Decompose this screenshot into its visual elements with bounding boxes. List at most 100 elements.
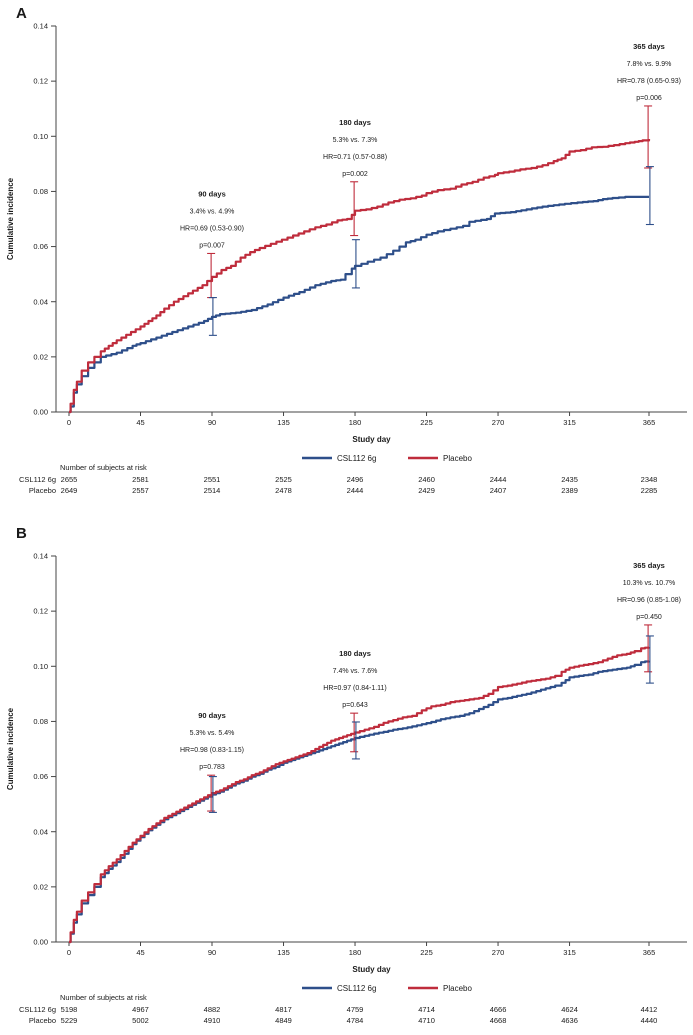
risk-value: 4967 [132,1005,149,1014]
error-bar-placebo-day-180 [350,181,359,237]
annotation-line: 180 days [339,118,371,127]
annotation-line: HR=0.96 (0.85-1.08) [617,597,681,604]
annotation-line: p=0.006 [636,95,662,102]
risk-value: 5229 [61,1016,78,1025]
risk-value: 2444 [490,475,507,484]
risk-value: 2429 [418,486,435,495]
panel-a: A 0.00 0.02 0.04 0.06 0.08 0.10 0.12 0.14 Cumulat… [6,5,687,495]
risk-value: 4624 [561,1005,578,1014]
x-tick-label: 135 [277,418,290,427]
annotation-line: HR=0.78 (0.65-0.93) [617,78,681,85]
y-tick-label: 0.02 [33,352,48,361]
x-tick-label: 180 [349,418,362,427]
risk-row-csl112-6g: CSL112 6g 2655 2581 2551 2525 2496 2460 2444 243… [19,475,657,484]
risk-value: 2435 [561,475,578,484]
risk-value: 4636 [561,1016,578,1025]
legend-label-csl112-6g: CSL112 6g [337,984,376,993]
risk-value: 2557 [132,486,149,495]
risk-value: 4710 [418,1016,435,1025]
panel-b-label: B [16,525,27,542]
risk-value: 2460 [418,475,435,484]
risk-value: 2348 [641,475,658,484]
x-tick-label: 225 [420,948,433,957]
series-curve-csl112-6g [69,195,649,414]
y-tick-label: 0.00 [33,938,48,947]
risk-value: 4668 [490,1016,507,1025]
y-tick-label: 0.04 [33,297,48,306]
risk-value: 4784 [347,1016,364,1025]
x-axis-title: Study day [352,435,391,444]
series-curve-placebo [69,139,651,414]
risk-table-title: Number of subjects at risk [60,463,147,472]
risk-row-placebo: Placebo 5229 5002 4910 4849 4784 4710 4668 4636 4… [29,1016,657,1025]
annotation-line: p=0.643 [342,702,368,709]
legend-label-placebo: Placebo [443,984,472,993]
risk-row-label: CSL112 6g [19,1005,56,1014]
y-tick-label: 0.10 [33,132,48,141]
risk-row-label: Placebo [29,1016,56,1025]
y-tick-label: 0.00 [33,408,48,417]
annotation-line: p=0.007 [199,242,225,249]
risk-value: 4882 [204,1005,221,1014]
x-axis-title: Study day [352,965,391,974]
error-bar-csl112-6g-day-180 [351,239,360,289]
risk-value: 2581 [132,475,149,484]
error-bar-csl112-6g-day-365 [645,635,654,684]
series-curve-placebo [69,646,651,944]
risk-value: 5002 [132,1016,149,1025]
risk-value: 2285 [641,486,658,495]
y-tick-label: 0.02 [33,882,48,891]
y-axis-title: Cumulative incidence [6,177,15,260]
annotation-line: 365 days [633,42,665,51]
y-tick-label: 0.08 [33,717,48,726]
risk-value: 2389 [561,486,578,495]
error-bar-placebo-day-365 [644,105,653,169]
y-tick-label: 0.10 [33,662,48,671]
annotation-line: 5.3% vs. 5.4% [190,730,235,737]
annotation-365-days: 365 days 7.8% vs. 9.9% HR=0.78 (0.65-0.93)… [617,42,681,102]
risk-row-label: Placebo [29,486,56,495]
x-tick-label: 0 [67,948,71,957]
risk-row-csl112-6g: CSL112 6g 5198 4967 4882 4817 4759 4714 4666 462… [19,1005,657,1014]
x-tick-label: 90 [208,948,216,957]
risk-value: 4440 [641,1016,658,1025]
annotation-line: p=0.450 [636,614,662,621]
annotation-line: 5.3% vs. 7.3% [333,137,378,144]
x-tick-label: 365 [643,948,656,957]
panel-a-label: A [16,5,27,22]
legend: CSL112 6g Placebo [302,454,472,463]
annotation-line: 90 days [198,189,226,198]
panel-a-chart: A 0.00 0.02 0.04 0.06 0.08 0.10 0.12 0.14 Cumulat… [6,5,687,495]
risk-value: 2407 [490,486,507,495]
annotation-line: 180 days [339,649,371,658]
legend: CSL112 6g Placebo [302,984,472,993]
x-tick-label: 90 [208,418,216,427]
annotation-line: 7.4% vs. 7.6% [333,668,378,675]
annotation-90-days: 90 days 3.4% vs. 4.9% HR=0.69 (0.53-0.90) p… [180,189,244,249]
risk-value: 4666 [490,1005,507,1014]
x-tick-label: 0 [67,418,71,427]
y-tick-label: 0.14 [33,22,48,31]
error-bar-csl112-6g-day-180 [351,721,360,760]
y-tick-label: 0.14 [33,552,48,561]
risk-value: 2496 [347,475,364,484]
error-bar-csl112-6g-day-90 [208,297,217,336]
error-bar-csl112-6g-day-365 [645,166,654,226]
error-bar-placebo-day-180 [350,712,359,753]
x-tick-label: 270 [492,418,505,427]
annotation-180-days: 180 days 5.3% vs. 7.3% HR=0.71 (0.57-0.88)… [323,118,387,178]
x-tick-label: 180 [349,948,362,957]
error-bar-placebo-day-90 [207,774,216,812]
x-tick-label: 45 [136,418,144,427]
annotation-line: HR=0.97 (0.84-1.11) [323,685,387,692]
annotation-line: p=0.783 [199,764,225,771]
x-tick-label: 45 [136,948,144,957]
error-bar-placebo-day-90 [207,252,216,299]
error-bar-csl112-6g-day-90 [208,776,217,813]
risk-row-label: CSL112 6g [19,475,56,484]
annotation-90-days: 90 days 5.3% vs. 5.4% HR=0.98 (0.83-1.15) p… [180,711,244,771]
y-tick-label: 0.12 [33,607,48,616]
annotation-line: 3.4% vs. 4.9% [190,208,235,215]
y-axis-title: Cumulative incidence [6,707,15,790]
risk-value: 4817 [275,1005,292,1014]
